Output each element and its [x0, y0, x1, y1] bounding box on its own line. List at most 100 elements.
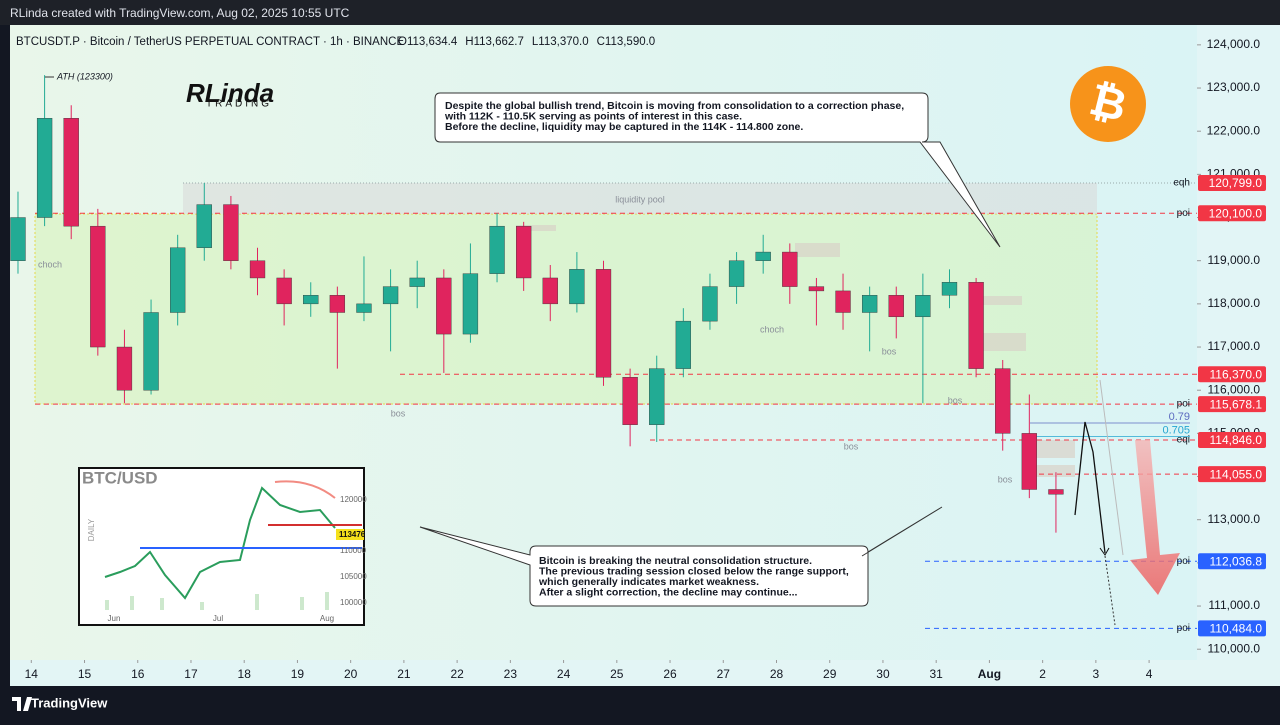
y-tick-label: 123,000.0: [1207, 80, 1261, 94]
candle-body: [995, 368, 1011, 434]
ohlc-label: O113,634.4: [398, 36, 458, 48]
callout-text: Before the decline, liquidity may be cap…: [445, 121, 803, 133]
y-tick-label: 111,000.0: [1208, 598, 1260, 612]
candle-body: [755, 251, 771, 261]
plot: [10, 75, 1197, 629]
level-box: [1198, 553, 1266, 570]
fib-label: 0.79: [1169, 411, 1190, 423]
arrow-head: [1099, 547, 1110, 556]
level-tag: eqi: [1177, 435, 1190, 446]
inset-y-label: 120000: [340, 495, 367, 504]
candle-body: [303, 295, 319, 305]
level-label: 114,846.0: [1210, 433, 1263, 447]
inset-ticks: 120000 110000 105000 100000 Jun Jul Aug: [108, 495, 368, 623]
callout-text: which generally indicates market weaknes…: [538, 576, 759, 588]
inset-x-label: Jun: [108, 614, 121, 623]
level-box: [1198, 396, 1266, 413]
annotation: bos: [948, 395, 963, 405]
level-box: [1198, 620, 1266, 637]
candle-body: [861, 295, 878, 313]
candle-body: [10, 217, 26, 261]
level-label: 120,100.0: [1209, 206, 1263, 220]
annotation: choch: [38, 259, 62, 269]
candle-body: [835, 290, 851, 313]
level-box: [1198, 466, 1266, 483]
candle-body: [276, 277, 292, 305]
callouts: Despite the global bullish trend, Bitcoi…: [444, 100, 904, 599]
callout-text: Despite the global bullish trend, Bitcoi…: [445, 100, 904, 112]
candle-body: [569, 269, 585, 305]
candle-body: [622, 377, 638, 425]
annotation: bos: [882, 346, 897, 356]
y-tick-label: 119,000.0: [1208, 253, 1261, 267]
candle-body: [143, 312, 159, 391]
candle-body: [462, 273, 479, 335]
tv-logo: [12, 697, 32, 711]
level-tag: poi: [1177, 399, 1190, 410]
bottom-bar: [0, 686, 1280, 720]
callout-box: [419, 506, 943, 607]
x-tick-label: 18: [238, 667, 252, 681]
ohlc-label: H113,662.7: [465, 36, 524, 48]
candle-body: [116, 346, 133, 391]
logo-sub: TRADING: [206, 99, 272, 110]
level-box: [1198, 432, 1266, 449]
credit: RLinda created with TradingView.com, Aug…: [10, 6, 350, 20]
callout-text: with 112K - 110.5K serving as points of …: [444, 110, 742, 122]
liquidity-zone: [183, 183, 1097, 214]
annotation: choch: [760, 324, 784, 334]
x-tick-label: 17: [184, 667, 198, 681]
x-tick-label: Aug: [978, 667, 1001, 681]
price-axis-bg: [1197, 25, 1280, 686]
inset-price-box: [336, 529, 364, 540]
level-box: [1198, 205, 1266, 222]
x-tick-label: 20: [344, 667, 358, 681]
level-label: 112,036.8: [1210, 554, 1263, 568]
inset-volume: [105, 592, 329, 610]
y-tick-label: 110,000.0: [1208, 641, 1261, 655]
candle-body: [329, 295, 346, 313]
level-box: [1198, 366, 1266, 383]
candle-body: [1048, 489, 1064, 495]
candle-body: [702, 286, 718, 322]
inset-y-label: 105000: [340, 572, 367, 581]
callout-text: After a slight correction, the decline m…: [539, 586, 798, 598]
candle-body: [888, 295, 904, 318]
x-tick-label: 19: [291, 667, 305, 681]
candle-body: [915, 295, 931, 318]
candle-body: [675, 320, 691, 369]
annotation: bos: [998, 474, 1013, 484]
inset-frame-label: DAILY: [87, 518, 96, 541]
y-tick-label: 122,000.0: [1207, 123, 1261, 137]
candle-body: [516, 225, 532, 279]
annotation: bos: [844, 441, 859, 451]
y-tick-label: 124,000.0: [1207, 37, 1261, 51]
x-tick-label: 14: [25, 667, 39, 681]
annotation: ATH (123300): [56, 71, 113, 81]
inset-price-label: 113476: [339, 530, 366, 539]
inset-y-label: 110000: [340, 546, 367, 555]
candle-body: [170, 247, 186, 313]
x-tick-label: 23: [504, 667, 518, 681]
x-tick-label: 30: [876, 667, 890, 681]
gray-projection: [1099, 379, 1124, 556]
level-tag: eqh: [1173, 178, 1190, 189]
candle-body: [436, 277, 452, 335]
level-label: 120,799.0: [1209, 176, 1263, 190]
range-zone: [34, 213, 1098, 405]
candle-body: [968, 282, 984, 369]
callout-box: [434, 92, 1001, 248]
top-bar: [0, 0, 1280, 25]
x-tick-label: 29: [823, 667, 837, 681]
x-tick-label: 28: [770, 667, 784, 681]
candle-body: [489, 225, 505, 274]
inset-arrow: [274, 480, 336, 499]
level-tag: poi: [1177, 208, 1190, 219]
candle-body: [941, 282, 958, 296]
footer-brand: TradingView: [31, 695, 108, 710]
x-tick-label: 16: [131, 667, 145, 681]
y-tick-label: 113,000.0: [1208, 512, 1261, 526]
candle-body: [36, 118, 53, 218]
x-tick-label: 22: [450, 667, 464, 681]
x-tick-label: 31: [929, 667, 943, 681]
